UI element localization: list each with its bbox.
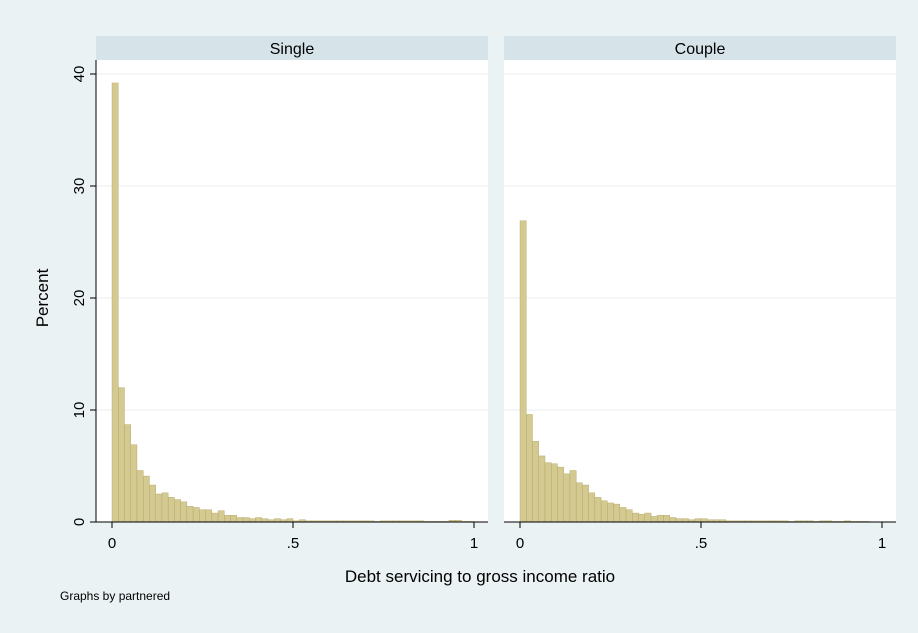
histogram-bar: [136, 470, 144, 523]
histogram-bar: [638, 513, 646, 523]
y-axis-label: Percent: [33, 268, 52, 327]
x-tick-label: .5: [287, 535, 300, 552]
histogram-bar: [217, 510, 225, 523]
histogram-bar: [557, 466, 564, 523]
histogram-bar: [143, 475, 150, 523]
histogram-bar: [538, 455, 546, 523]
histogram-bar: [594, 497, 602, 523]
histogram-bar: [650, 516, 658, 523]
histogram-bar: [230, 515, 238, 523]
x-tick-label: .5: [695, 535, 708, 552]
panel-couple: Couple 0.5 1: [504, 36, 896, 552]
graphs-by-note: Graphs by partnered: [60, 589, 170, 603]
histogram-bar: [700, 518, 708, 523]
histogram-bar: [274, 518, 281, 523]
histogram-bar: [211, 512, 219, 523]
histogram-bar: [186, 506, 194, 523]
bars: [111, 82, 475, 523]
histogram-bar: [582, 484, 589, 523]
panel-title-single: Single: [270, 41, 315, 58]
histogram-bar: [224, 515, 231, 523]
histogram-bar: [588, 492, 596, 523]
histogram-bar: [149, 484, 156, 523]
histogram-bar: [255, 517, 262, 523]
histogram-bar: [519, 220, 527, 523]
panel-single: Single 0.5 1: [96, 36, 488, 552]
histogram-bar: [118, 387, 125, 523]
x-tick-label: 0: [516, 535, 524, 552]
histogram-bar: [261, 518, 269, 523]
plot-area: [504, 60, 896, 522]
gridlines: [504, 73, 896, 411]
gridlines: [96, 73, 488, 411]
x-tick-label: 0: [108, 535, 116, 552]
histogram-bar: [155, 493, 163, 523]
histogram-bar: [569, 470, 577, 523]
histogram-bar: [192, 507, 200, 523]
panel-title-couple: Couple: [675, 41, 726, 58]
histogram-bar: [644, 512, 652, 523]
histogram-bar: [180, 501, 188, 523]
plot-area: [96, 60, 488, 522]
y-tick-label: 30: [71, 178, 88, 195]
y-tick-label: 40: [71, 66, 88, 83]
histogram-bar: [161, 492, 169, 523]
histogram-bar: [199, 509, 206, 523]
histogram-bar: [174, 499, 181, 523]
histogram-bar: [532, 441, 539, 523]
histogram-bar: [632, 512, 639, 523]
histogram-bar: [249, 518, 256, 523]
panel-strip: [504, 36, 896, 60]
histogram-bar: [600, 500, 608, 523]
histogram-bar: [682, 518, 689, 523]
histogram-bar: [694, 518, 702, 523]
histogram-bar: [669, 517, 677, 523]
y-tick-label: 10: [71, 402, 88, 419]
histogram-bar: [563, 473, 571, 523]
histogram-bar: [526, 414, 533, 523]
x-axis: 0.5 1: [96, 521, 488, 552]
histogram-bar: [619, 507, 627, 523]
histogram-bar: [663, 515, 670, 523]
x-axis: 0.5 1: [504, 521, 896, 552]
histogram-bar: [242, 517, 250, 523]
x-tick-label: 1: [470, 535, 478, 552]
histogram-bar: [613, 503, 621, 523]
histogram-bar: [205, 509, 213, 523]
histogram-bar: [167, 497, 175, 523]
histogram-bar: [286, 518, 294, 523]
histogram-bar: [551, 463, 558, 523]
x-axis-label: Debt servicing to gross income ratio: [345, 567, 615, 586]
histogram-bar: [675, 518, 683, 523]
histogram-bar: [124, 424, 131, 523]
x-tick-label: 1: [878, 535, 886, 552]
histogram-bar: [236, 517, 244, 523]
y-tick-label: 0: [71, 518, 88, 526]
histogram-bar: [544, 462, 552, 523]
histogram-bar: [607, 502, 614, 523]
histogram-bar: [111, 82, 119, 523]
y-axis: 0 10 20 30 40: [71, 60, 97, 526]
histogram-bar: [575, 482, 583, 523]
histogram-bar: [130, 444, 138, 523]
y-tick-label: 20: [71, 290, 88, 307]
histogram-bar: [625, 509, 633, 523]
panel-strip: [96, 36, 488, 60]
histogram-bar: [657, 515, 664, 523]
